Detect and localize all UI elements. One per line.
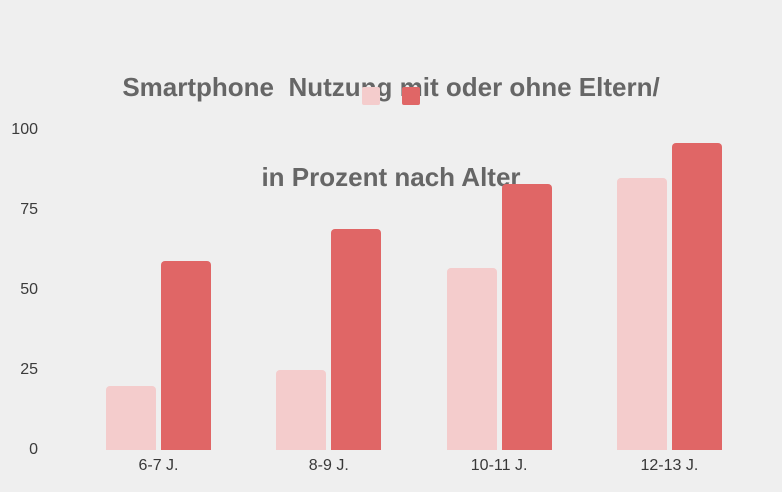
bar-series-2 bbox=[501, 184, 552, 450]
bar-series-2 bbox=[671, 142, 722, 450]
bar-group bbox=[106, 261, 211, 450]
bar-group bbox=[446, 184, 552, 450]
legend bbox=[0, 87, 782, 105]
y-tick-label: 50 bbox=[20, 281, 38, 298]
legend-swatch-series-2 bbox=[402, 87, 420, 105]
x-tick-label: 8-9 J. bbox=[308, 457, 349, 474]
bar-series-1 bbox=[106, 386, 156, 450]
chart-title-line-2: in Prozent nach Alter bbox=[261, 162, 521, 192]
y-tick-label: 75 bbox=[20, 201, 38, 218]
x-tick-label: 12-13 J. bbox=[640, 457, 699, 474]
bar-group bbox=[616, 142, 722, 450]
bar-series-1 bbox=[446, 267, 497, 450]
y-tick-label: 25 bbox=[20, 361, 38, 378]
x-tick-label: 6-7 J. bbox=[138, 457, 179, 474]
bar-series-1 bbox=[616, 178, 667, 450]
y-tick-label: 0 bbox=[29, 441, 38, 458]
legend-swatch-series-1 bbox=[362, 87, 380, 105]
y-tick-label: 100 bbox=[11, 121, 38, 138]
bar-group bbox=[276, 229, 382, 450]
x-tick-label: 10-11 J. bbox=[470, 457, 528, 474]
chart-title: Smartphone Nutzung mit oder ohne Eltern/… bbox=[0, 12, 782, 252]
bar-series-1 bbox=[276, 370, 327, 450]
bar-series-2 bbox=[161, 261, 211, 450]
bar-series-2 bbox=[331, 229, 382, 450]
